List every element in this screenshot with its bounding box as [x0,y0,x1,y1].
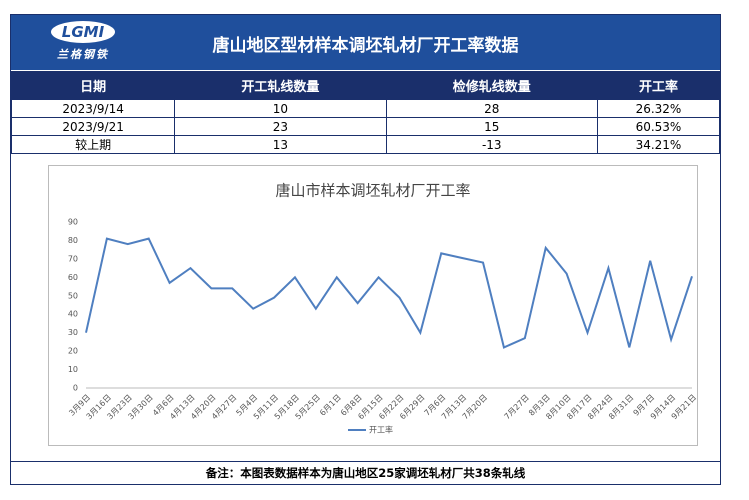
column-header: 日期 [10,71,176,100]
table-cell: 26.32% [596,99,721,118]
table-cell: 23 [174,117,387,136]
chart-frame [48,165,698,446]
y-tick-label: 30 [68,328,78,337]
table-cell: 较上期 [10,135,176,154]
table-cell: -13 [385,135,598,154]
table-cell: 10 [174,99,387,118]
report: LGMI 兰格钢铁 唐山地区型材样本调坯轧材厂开工率数据 日期 开工轧线数量 检修轧线… [10,14,721,485]
table-cell: 13 [174,135,387,154]
table-cell: 15 [385,117,598,136]
table-cell: 2023/9/21 [10,117,176,136]
y-tick-label: 20 [68,347,78,356]
table-row: 较上期 13 -13 34.21% [10,135,721,154]
y-tick-label: 10 [68,365,78,374]
column-header: 检修轧线数量 [385,71,598,100]
logo: LGMI 兰格钢铁 [51,21,123,62]
title: 唐山地区型材样本调坯轧材厂开工率数据 [212,36,519,56]
y-tick-label: 90 [68,218,78,227]
table-cell: 34.21% [596,135,721,154]
y-tick-label: 60 [68,273,78,282]
table-row: 2023/9/21 23 15 60.53% [10,117,721,136]
table-cell: 28 [385,99,598,118]
y-tick-label: 70 [68,254,78,263]
legend-label: 开工率 [369,425,393,435]
column-header: 开工轧线数量 [174,71,387,100]
y-tick-label: 80 [68,236,78,245]
data-table: 日期 开工轧线数量 检修轧线数量 开工率 2023/9/14 10 28 26.32% 2023… [10,71,721,154]
logo-text: 兰格钢铁 [57,48,109,61]
footnote: 备注：本图表数据样本为唐山地区25家调坯轧材厂共38条轧线 [11,461,720,481]
y-tick-label: 50 [68,291,78,300]
line-series [85,237,693,349]
y-tick-label: 40 [68,310,78,319]
header: LGMI 兰格钢铁 唐山地区型材样本调坯轧材厂开工率数据 [11,15,720,70]
y-tick-label: 0 [73,384,78,393]
column-header: 开工率 [596,71,721,100]
logo-mark: LGMI [51,21,115,43]
table-cell: 60.53% [596,117,721,136]
table-cell: 2023/9/14 [10,99,176,118]
chart-title: 唐山市样本调坯轧材厂开工率 [275,182,470,200]
chart: 唐山市样本调坯轧材厂开工率 01020304050607080903月9日3月1… [48,165,698,446]
table-row: 2023/9/14 10 28 26.32% [10,99,721,118]
